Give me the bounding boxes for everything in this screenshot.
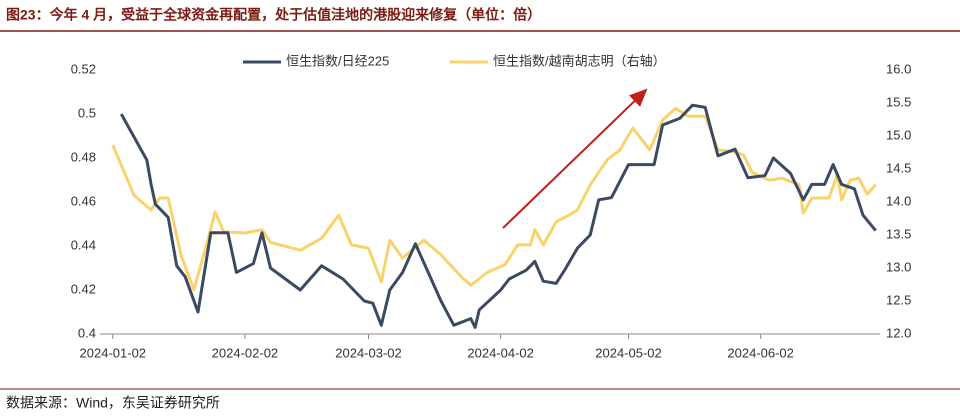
x-tick-label: 2024-04-02 xyxy=(467,345,534,360)
series-line xyxy=(119,103,877,329)
x-tick-label: 2024-01-02 xyxy=(80,345,147,360)
legend-label: 恒生指数/越南胡志明（右轴） xyxy=(493,53,666,68)
y2-tick-label: 14.0 xyxy=(886,193,911,208)
y2-tick-label: 14.5 xyxy=(886,160,911,175)
y2-tick-label: 12.0 xyxy=(886,325,911,340)
y-tick-label: 0.42 xyxy=(71,281,96,296)
y2-tick-label: 13.0 xyxy=(886,259,911,274)
series-line xyxy=(111,106,877,292)
y-tick-label: 0.48 xyxy=(71,149,96,164)
x-tick-label: 2024-03-02 xyxy=(335,345,402,360)
y2-tick-label: 15.0 xyxy=(886,127,911,142)
x-tick-label: 2024-05-02 xyxy=(595,345,662,360)
trend-arrow xyxy=(502,88,648,229)
y-tick-label: 0.5 xyxy=(78,105,96,120)
source: 数据来源：Wind，东吴证券研究所 xyxy=(6,395,220,411)
chart-title: 图23：今年 4 月，受益于全球资金再配置，处于估值洼地的港股迎来修复（单位：倍… xyxy=(6,7,541,23)
x-tick-label: 2024-02-02 xyxy=(212,345,279,360)
y-tick-label: 0.52 xyxy=(71,61,96,76)
x-tick-label: 2024-06-02 xyxy=(727,345,794,360)
y2-tick-label: 12.5 xyxy=(886,292,911,307)
y-tick-label: 0.4 xyxy=(78,325,96,340)
y2-tick-label: 15.5 xyxy=(886,94,911,109)
y-tick-label: 0.44 xyxy=(71,237,96,252)
y-tick-label: 0.46 xyxy=(71,193,96,208)
y2-tick-label: 16.0 xyxy=(886,61,911,76)
legend-label: 恒生指数/日经225 xyxy=(286,53,389,68)
y2-tick-label: 13.5 xyxy=(886,226,911,241)
